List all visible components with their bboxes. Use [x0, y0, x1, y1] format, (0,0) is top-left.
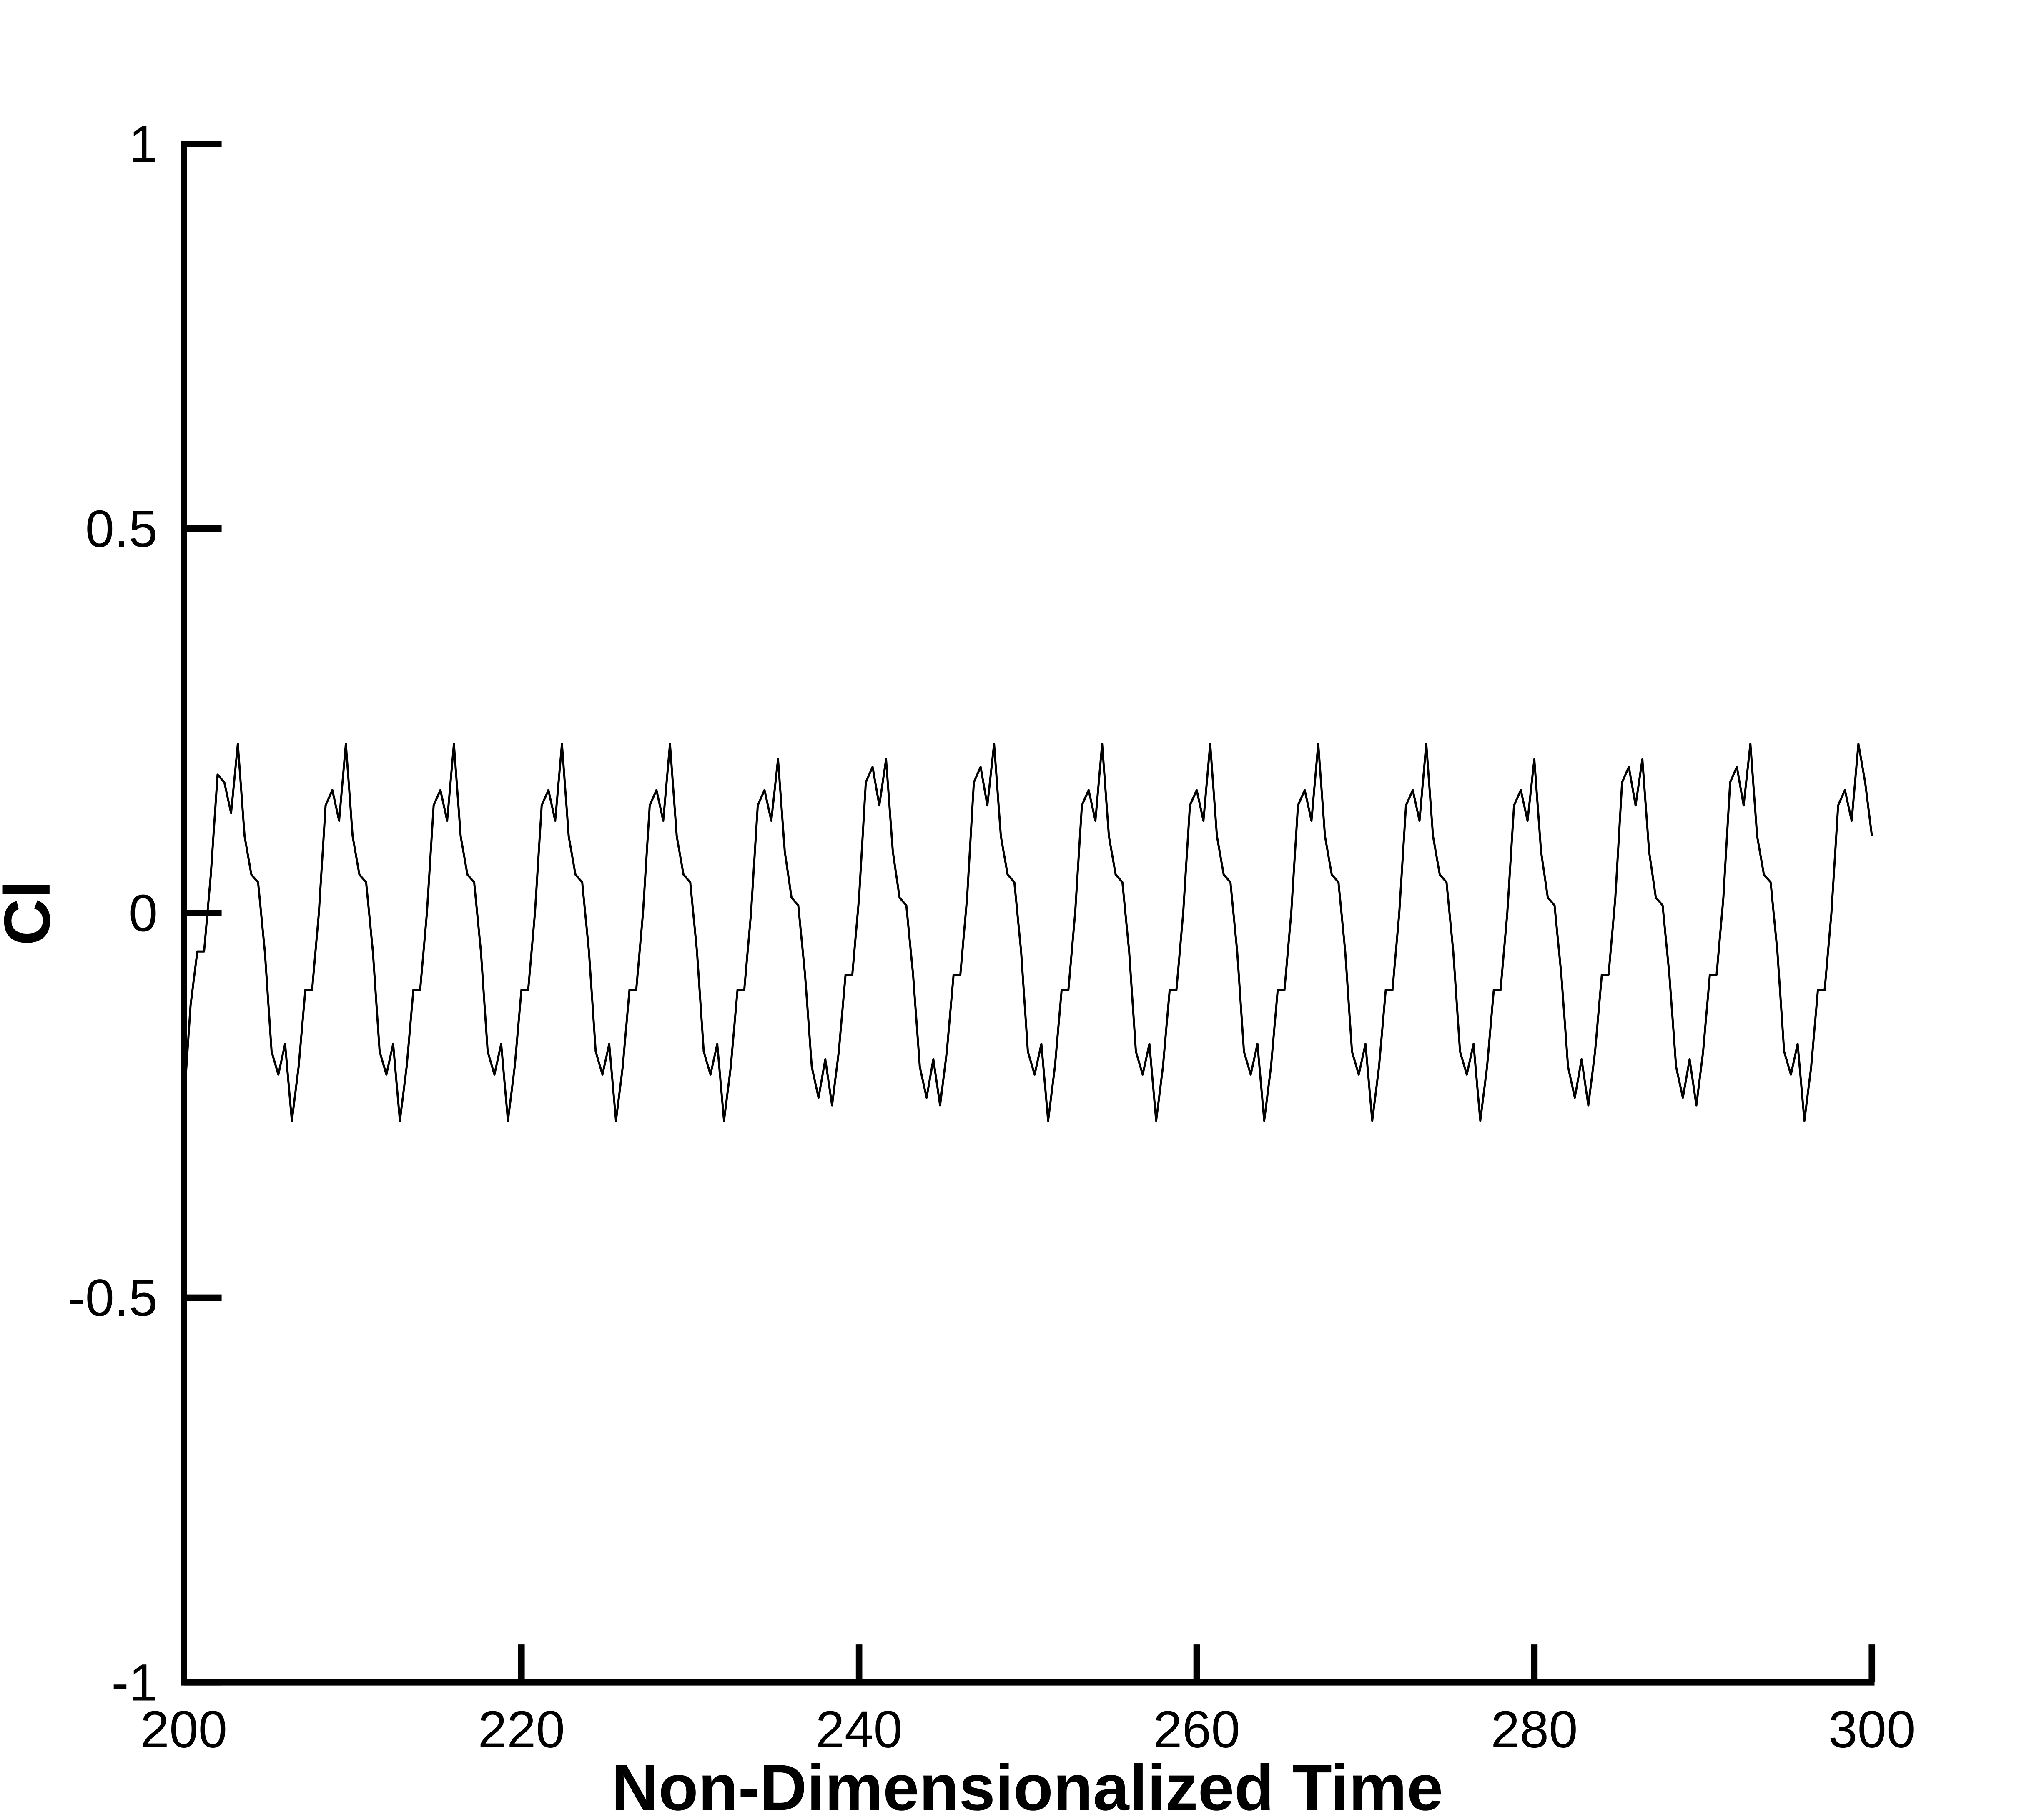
x-tick-label: 300 [1828, 1700, 1916, 1759]
x-tick-label: 240 [815, 1700, 903, 1759]
x-tick-label: 220 [478, 1700, 565, 1759]
y-tick-label: -0.5 [68, 1269, 158, 1327]
y-tick-label: 1 [129, 115, 158, 173]
x-tick-label: 260 [1153, 1700, 1240, 1759]
x-tick-label: 200 [140, 1700, 228, 1759]
y-tick-label: 0 [129, 884, 158, 943]
data-line [183, 743, 1873, 1122]
x-axis-title: Non-Dimensionalized Time [612, 1751, 1443, 1817]
y-tick-label: 0.5 [85, 499, 158, 558]
y-tick-label: -1 [111, 1654, 158, 1712]
x-tick-label: 280 [1491, 1700, 1578, 1759]
y-axis-title: Cl [0, 881, 64, 946]
